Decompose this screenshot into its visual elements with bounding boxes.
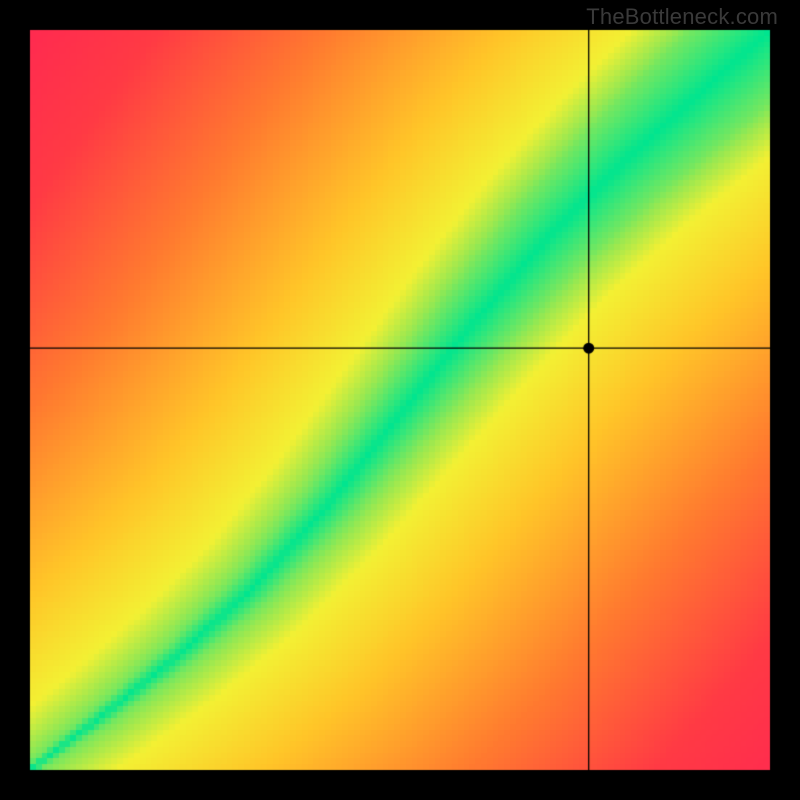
bottleneck-heatmap [0, 0, 800, 800]
watermark-text: TheBottleneck.com [586, 4, 778, 30]
chart-root: TheBottleneck.com [0, 0, 800, 800]
